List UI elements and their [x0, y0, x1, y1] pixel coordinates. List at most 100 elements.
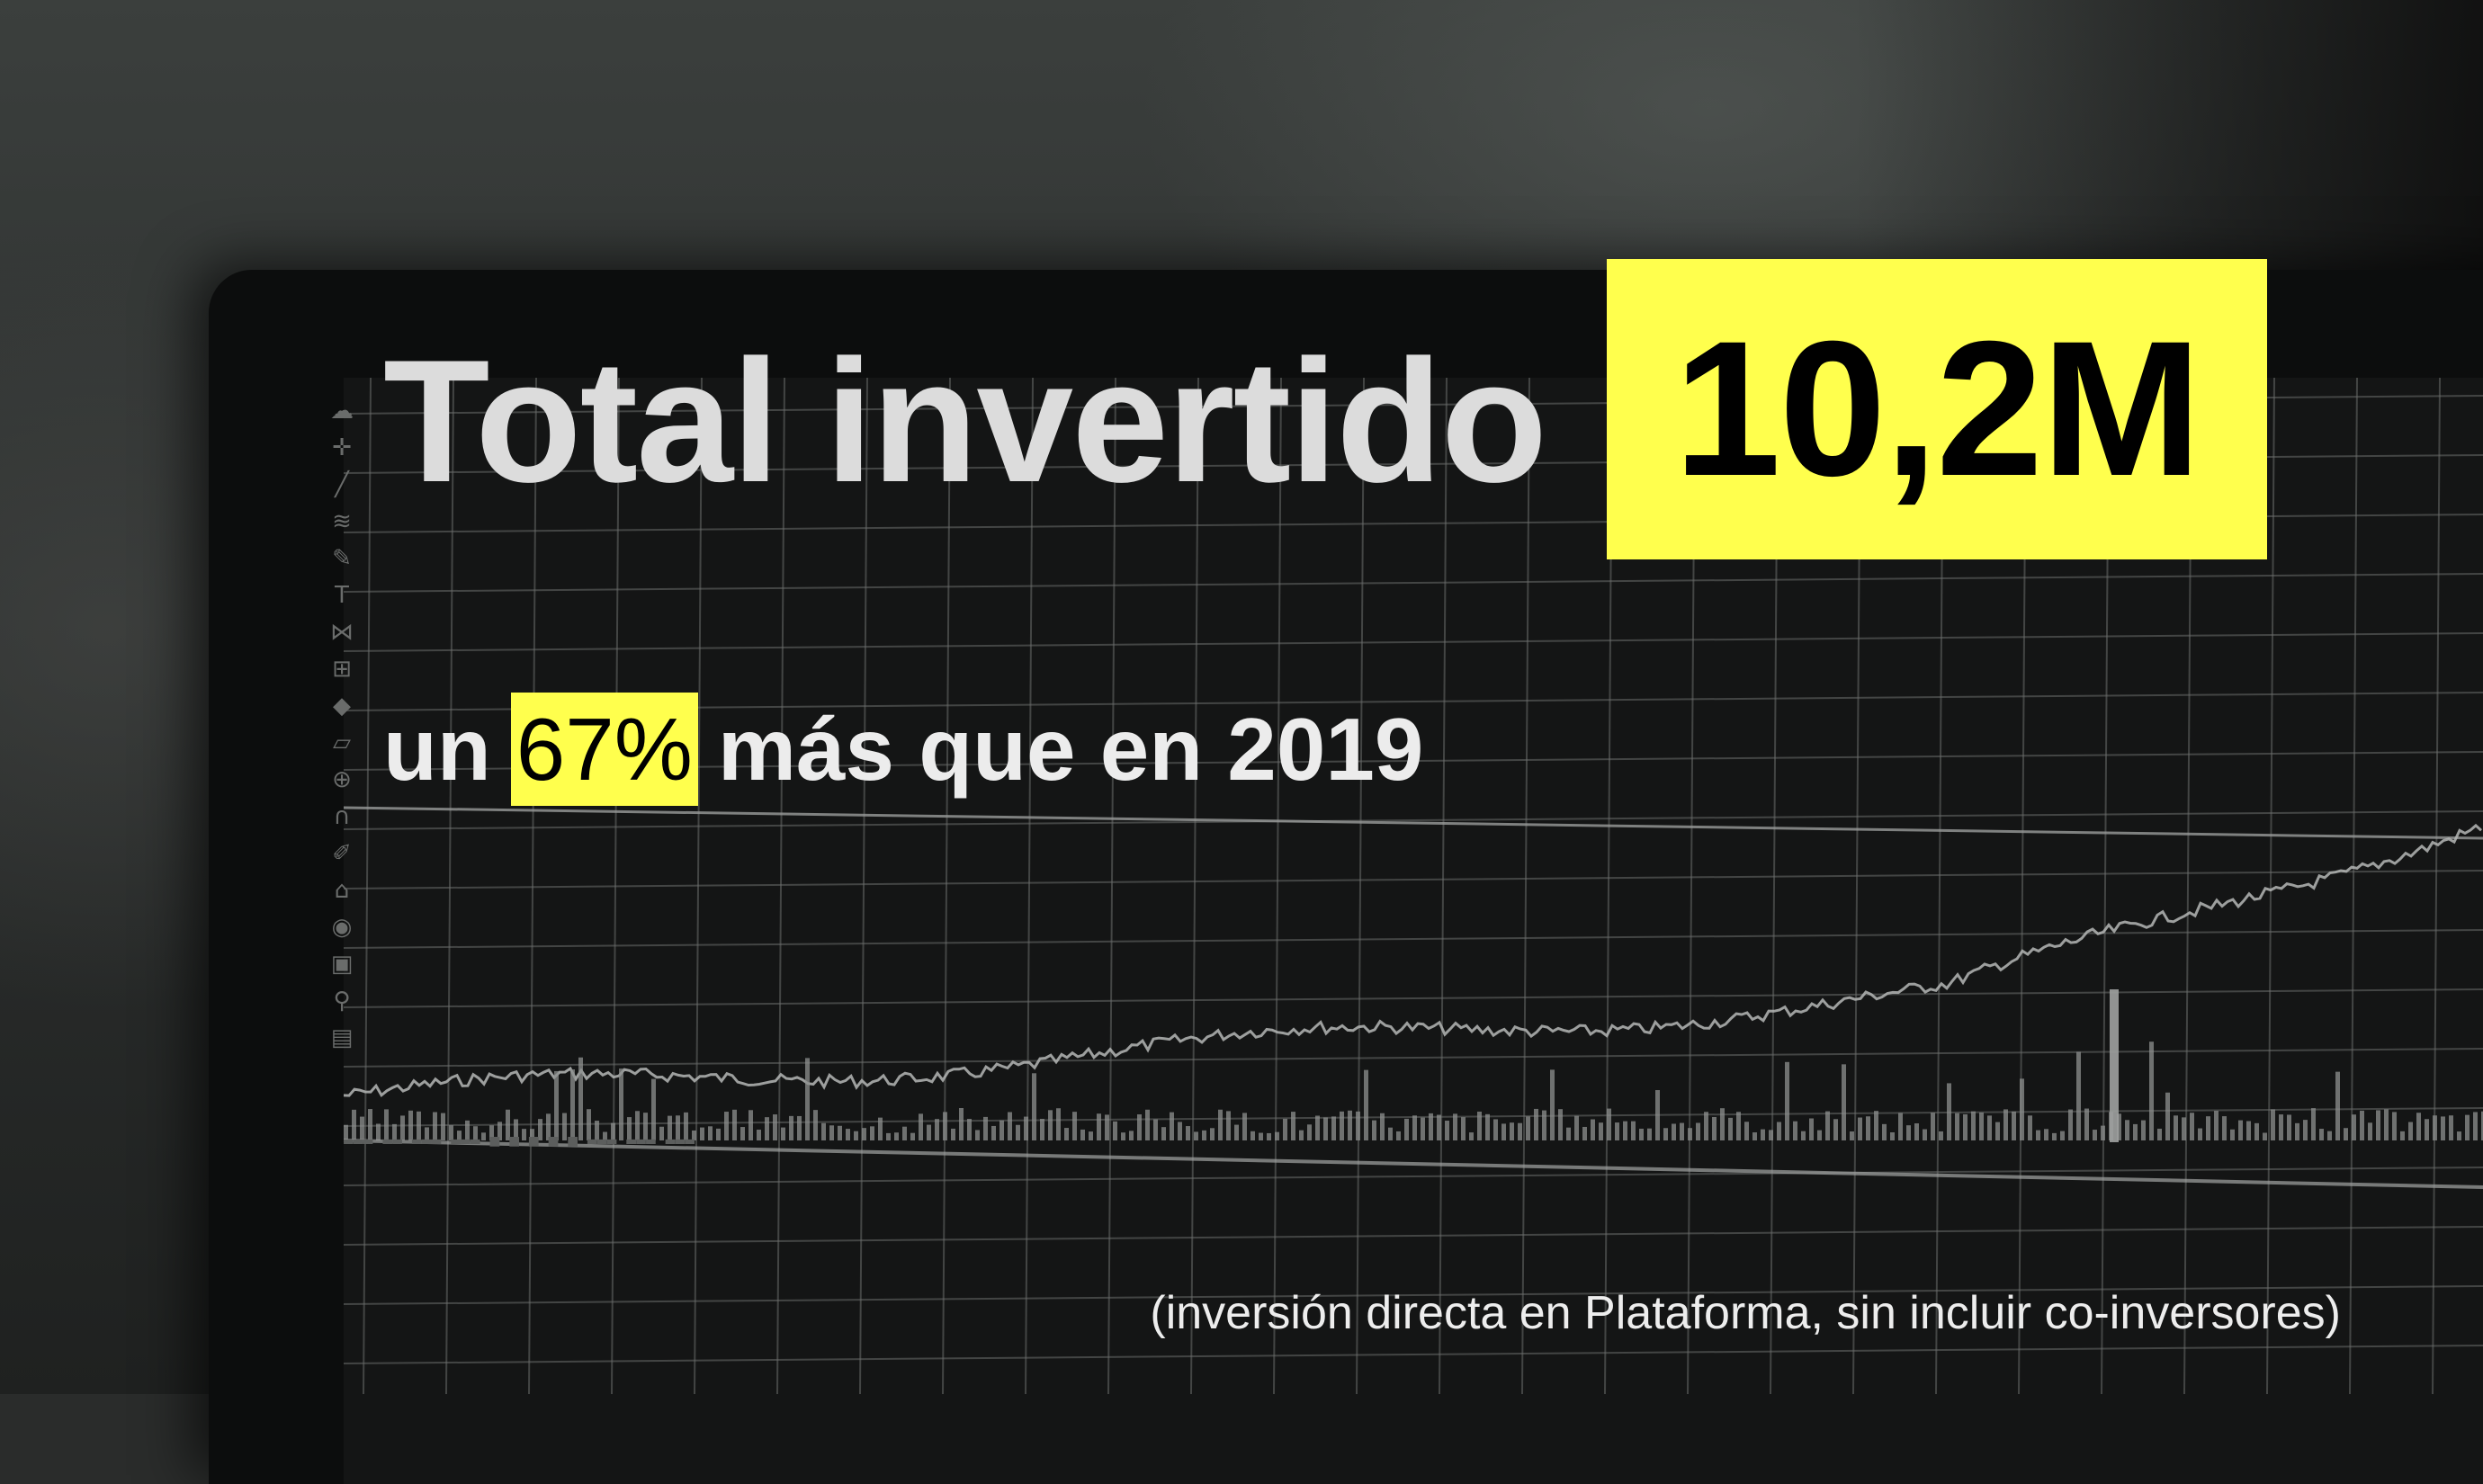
volume-bar — [2287, 1114, 2291, 1140]
volume-bar — [1898, 1113, 1903, 1140]
volume-bar — [1866, 1116, 1870, 1140]
volume-bar — [1526, 1116, 1530, 1140]
volume-bar — [2149, 1041, 2154, 1140]
volume-bar — [1048, 1110, 1053, 1140]
volume-bar — [1647, 1128, 1652, 1140]
brush-icon: ✎ — [332, 545, 352, 572]
volume-bar — [805, 1058, 810, 1140]
volume-bar — [578, 1057, 583, 1140]
volume-bar — [1809, 1118, 1814, 1140]
grid-line-vertical — [1273, 377, 1282, 1394]
volume-bar — [1939, 1131, 1943, 1140]
volume-bar — [1777, 1122, 1781, 1140]
grid-line-vertical — [363, 377, 372, 1394]
volume-bar — [538, 1119, 542, 1140]
volume-bar — [1178, 1122, 1182, 1140]
volume-bar — [1267, 1132, 1271, 1140]
grid-line-horizontal — [343, 810, 2483, 830]
volume-bar — [554, 1070, 559, 1140]
volume-bar — [1364, 1069, 1368, 1140]
grid-line-horizontal — [343, 1167, 2483, 1186]
volume-bar — [643, 1113, 648, 1140]
volume-bar — [562, 1113, 567, 1140]
volume-bar — [1469, 1132, 1474, 1140]
volume-bar — [2020, 1078, 2024, 1140]
volume-bar — [1704, 1112, 1708, 1140]
volume-bar — [1275, 1131, 1279, 1140]
volume-baseline — [343, 1139, 2483, 1189]
volume-bar — [676, 1115, 680, 1140]
volume-bar — [1858, 1117, 1862, 1140]
volume-bar — [2384, 1109, 2389, 1140]
grid-line-horizontal — [343, 929, 2483, 949]
volume-bar — [1477, 1111, 1482, 1140]
volume-bar — [1445, 1121, 1449, 1140]
volume-bar — [684, 1112, 688, 1140]
volume-bar — [1097, 1113, 1101, 1140]
volume-bar — [1453, 1113, 1457, 1140]
volume-bar — [1987, 1115, 1992, 1140]
volume-bar — [417, 1111, 421, 1140]
volume-bar — [384, 1109, 389, 1140]
volume-bar — [2076, 1051, 2081, 1140]
measure-icon: ⊞ — [332, 656, 352, 683]
price-line — [343, 823, 2482, 1097]
grid-line-horizontal — [343, 1345, 2483, 1364]
volume-bar — [1850, 1131, 1854, 1140]
volume-bar — [1404, 1118, 1409, 1140]
volume-bar — [2425, 1119, 2429, 1140]
volume-bar — [1250, 1131, 1255, 1140]
volume-bar — [2238, 1120, 2243, 1140]
volume-bar — [2254, 1122, 2259, 1140]
volume-bar — [522, 1129, 526, 1140]
lock-icon: ⌂ — [334, 877, 350, 904]
volume-bar — [886, 1132, 891, 1140]
grid-line-horizontal — [343, 1226, 2483, 1246]
volume-bar — [1914, 1123, 1919, 1140]
volume-bar — [2230, 1129, 2235, 1140]
volume-bar — [943, 1112, 947, 1140]
volume-bar — [975, 1130, 980, 1140]
volume-bar — [1615, 1122, 1619, 1140]
volume-bar — [740, 1127, 745, 1140]
volume-bar — [481, 1132, 486, 1140]
volume-bar — [1599, 1122, 1603, 1140]
volume-bar — [862, 1128, 866, 1140]
volume-spike — [2110, 989, 2119, 1142]
grid-line-vertical — [1025, 377, 1034, 1394]
volume-bar — [2368, 1122, 2372, 1140]
volume-bar — [854, 1131, 858, 1140]
volume-bar — [708, 1126, 713, 1140]
volume-bar — [2441, 1116, 2445, 1140]
volume-bar — [1761, 1129, 1765, 1140]
volume-bar — [919, 1113, 923, 1140]
volume-bar — [1510, 1122, 1514, 1140]
volume-bar — [1785, 1061, 1789, 1140]
volume-bar — [2141, 1120, 2146, 1140]
fibonacci-icon: ≋ — [332, 508, 352, 535]
volume-bar — [724, 1112, 729, 1140]
pin-icon: ⚲ — [333, 988, 351, 1015]
volume-bar — [530, 1129, 534, 1140]
amount-highlight — [1607, 259, 2267, 559]
volume-bar — [1712, 1116, 1717, 1140]
volume-bar — [2012, 1111, 2016, 1140]
volume-bar — [1040, 1119, 1044, 1140]
volume-bar — [789, 1115, 793, 1140]
volume-bar — [2303, 1120, 2308, 1140]
volume-bar — [1024, 1116, 1028, 1140]
volume-bar — [1817, 1130, 1822, 1140]
volume-bar — [408, 1110, 413, 1140]
volume-bar — [368, 1109, 372, 1140]
comparison-percent: 67% — [510, 693, 698, 806]
volume-bar — [2311, 1108, 2316, 1140]
volume-bar — [1906, 1125, 1911, 1140]
volume-bar — [1412, 1115, 1417, 1140]
grid-line-horizontal — [343, 692, 2483, 711]
drawing-toolbar: ☁ ✛ ╱ ≋ ✎ T ⋈ ⊞ ◆ ▱ ⊕ ∩ ✐ ⌂ ◉ ▣ ⚲ ▤ — [315, 396, 369, 1133]
volume-bar — [1574, 1115, 1579, 1140]
volume-bar — [1769, 1130, 1773, 1140]
volume-bar — [781, 1127, 785, 1140]
volume-bar — [1396, 1131, 1401, 1140]
volume-bar — [1307, 1124, 1312, 1140]
